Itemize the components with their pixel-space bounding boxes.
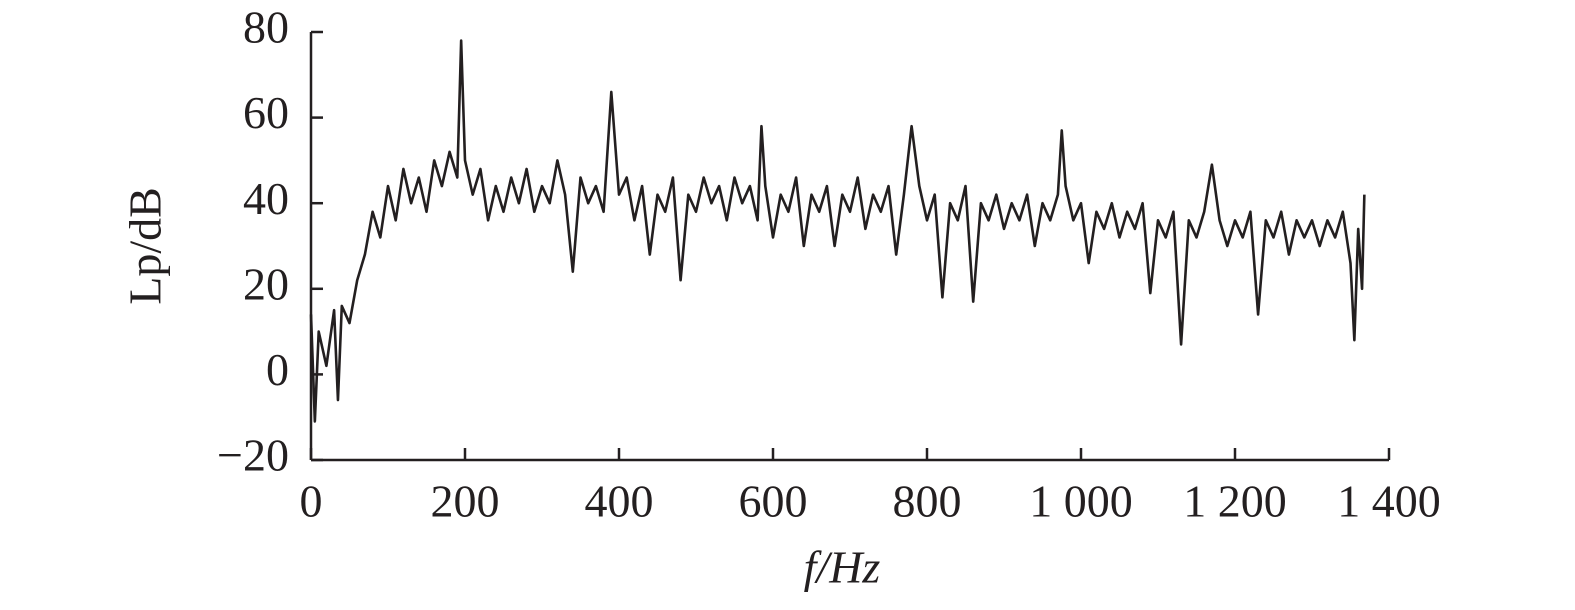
- x-axis-label: f/Hz: [804, 542, 881, 593]
- y-tick-label: 60: [243, 87, 289, 138]
- x-tick-label: 1 200: [1183, 476, 1287, 527]
- y-tick-label: −20: [217, 430, 289, 481]
- y-tick-label: 20: [243, 258, 289, 309]
- x-tick-label: 200: [431, 476, 500, 527]
- y-tick-label: 0: [266, 344, 289, 395]
- x-tick-label: 1 000: [1029, 476, 1133, 527]
- x-tick-label: 0: [300, 476, 323, 527]
- x-tick-label: 1 400: [1337, 476, 1441, 527]
- x-tick-label: 400: [585, 476, 654, 527]
- x-tick-label: 600: [739, 476, 808, 527]
- y-tick-label: 40: [243, 173, 289, 224]
- y-tick-label: 80: [243, 2, 289, 53]
- x-tick-label: 800: [893, 476, 962, 527]
- series-line: [309, 39, 1366, 423]
- y-axis-label: Lp/dB: [120, 187, 171, 305]
